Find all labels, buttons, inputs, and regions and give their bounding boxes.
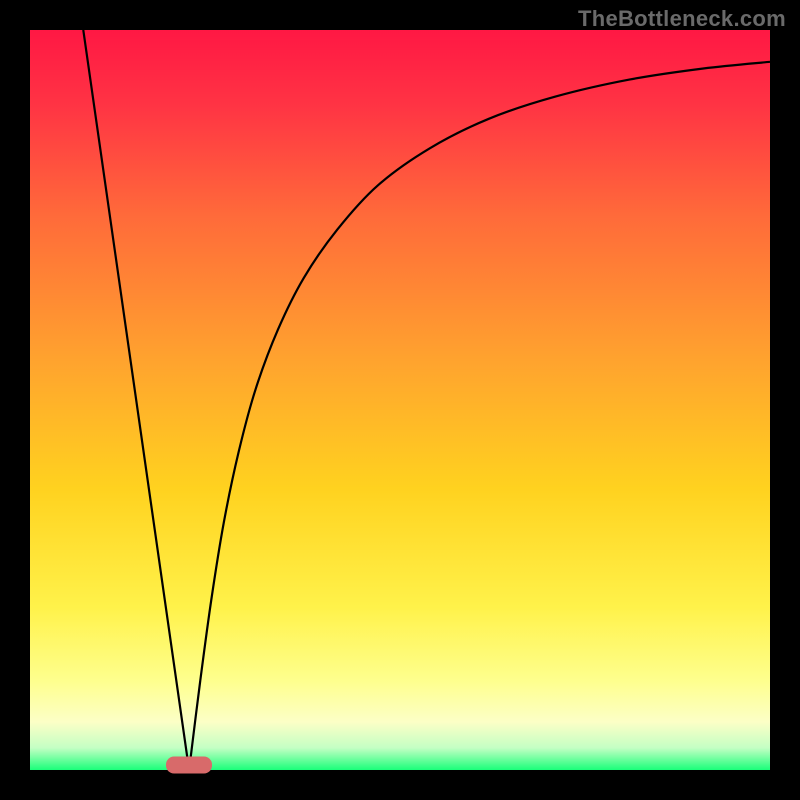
bottleneck-chart [30, 30, 770, 770]
gradient-background [30, 30, 770, 770]
chart-container: TheBottleneck.com [0, 0, 800, 800]
watermark-label: TheBottleneck.com [578, 6, 786, 32]
optimal-marker [166, 756, 212, 773]
optimal-marker-pill [166, 756, 212, 773]
